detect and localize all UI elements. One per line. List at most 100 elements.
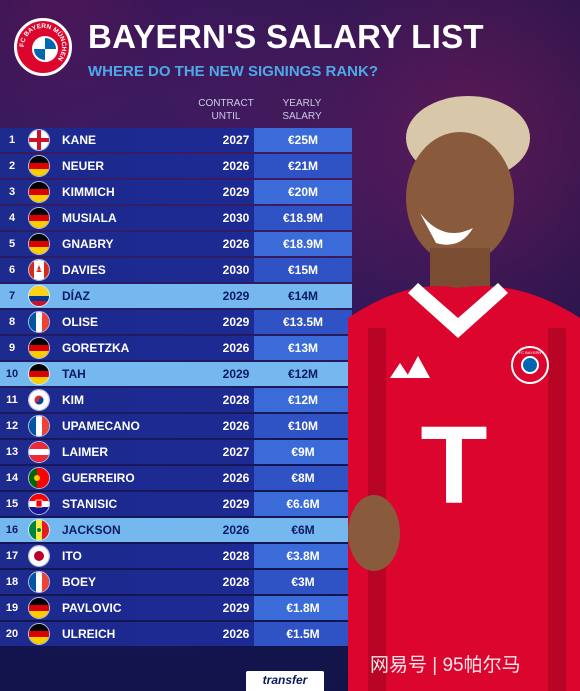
rank-number: 5: [8, 238, 16, 250]
croatia-flag-icon: [28, 493, 50, 515]
table-row: 5 GNABRY 2026 €18.9M: [0, 232, 352, 256]
player-name: BOEY: [62, 575, 97, 589]
contract-year: 2026: [222, 159, 250, 173]
contract-year: 2026: [222, 341, 250, 355]
contract-year: 2028: [222, 575, 250, 589]
salary-table: 1 KANE 2027 €25M 2 NEUER 2026 €21M 3 KIMMICH 2029 €…: [0, 128, 352, 648]
table-row: 3 KIMMICH 2029 €20M: [0, 180, 352, 204]
germany-flag-icon: [28, 155, 50, 177]
portugal-flag-icon: [28, 467, 50, 489]
table-row: 8 OLISE 2029 €13.5M: [0, 310, 352, 334]
player-name: UPAMECANO: [62, 419, 140, 433]
crest-text: FC BAYERN: [519, 350, 542, 355]
table-row: 6 DAVIES 2030 €15M: [0, 258, 352, 282]
rank-number: 1: [8, 134, 16, 146]
rank-number: 2: [8, 160, 16, 172]
contract-header-line1: CONTRACT: [198, 98, 254, 109]
page-title: BAYERN'S SALARY LIST: [88, 18, 484, 55]
yearly-salary: €18.9M: [254, 206, 352, 230]
player-name: KIM: [62, 393, 84, 407]
yearly-salary: €12M: [254, 362, 352, 386]
germany-flag-icon: [28, 337, 50, 359]
page-subtitle: WHERE DO THE NEW SIGNINGS RANK?: [88, 63, 379, 80]
rank-number: 12: [5, 420, 19, 432]
yearly-salary: €14M: [254, 284, 352, 308]
shirt-stripe: [548, 328, 566, 691]
player-name: NEUER: [62, 159, 105, 173]
transfermarkt-logo: transfer: [246, 671, 324, 691]
rank-number: 3: [8, 186, 16, 198]
germany-flag-icon: [28, 623, 50, 645]
player-name: GNABRY: [62, 237, 114, 251]
table-row: 18 BOEY 2028 €3M: [0, 570, 352, 594]
salary-column-header: YEARLY SALARY: [272, 97, 332, 123]
yearly-salary: €13M: [254, 336, 352, 360]
rank-number: 9: [8, 342, 16, 354]
yearly-salary: €13.5M: [254, 310, 352, 334]
player-shirt: [348, 286, 580, 691]
france-flag-icon: [28, 311, 50, 333]
yearly-salary: €8M: [254, 466, 352, 490]
contract-year: 2030: [222, 263, 250, 277]
table-row: 19 PAVLOVIC 2029 €1.8M: [0, 596, 352, 620]
rank-number: 20: [5, 628, 19, 640]
germany-flag-icon: [28, 207, 50, 229]
salary-header-line2: SALARY: [282, 111, 322, 122]
player-name: JACKSON: [62, 523, 121, 537]
yearly-salary: €10M: [254, 414, 352, 438]
table-row: 15 STANISIC 2029 €6.6M: [0, 492, 352, 516]
yearly-salary: €3.8M: [254, 544, 352, 568]
table-row: 2 NEUER 2026 €21M: [0, 154, 352, 178]
player-name: KANE: [62, 133, 97, 147]
fc-bayern-logo: FC BAYERN MÜNCHEN: [14, 18, 72, 76]
player-name: STANISIC: [62, 497, 118, 511]
contract-year: 2029: [222, 185, 250, 199]
england-flag-icon: [28, 129, 50, 151]
contract-year: 2028: [222, 393, 250, 407]
table-row: 14 GUERREIRO 2026 €8M: [0, 466, 352, 490]
table-row: 1 KANE 2027 €25M: [0, 128, 352, 152]
rank-number: 10: [5, 368, 19, 380]
table-row: 10 TAH 2029 €12M: [0, 362, 352, 386]
yearly-salary: €6M: [254, 518, 352, 542]
rank-number: 14: [5, 472, 19, 484]
rank-number: 15: [5, 498, 19, 510]
rank-number: 6: [8, 264, 16, 276]
rank-number: 11: [6, 394, 18, 406]
player-name: GUERREIRO: [62, 471, 135, 485]
contract-year: 2026: [222, 471, 250, 485]
table-row: 9 GORETZKA 2026 €13M: [0, 336, 352, 360]
player-illustration: FC BAYERN T: [348, 96, 580, 691]
france-flag-icon: [28, 415, 50, 437]
contract-year: 2026: [222, 627, 250, 641]
table-row: 11 KIM 2028 €12M: [0, 388, 352, 412]
contract-year: 2026: [222, 237, 250, 251]
sponsor-logo: T: [420, 404, 487, 527]
canada-flag-icon: [28, 259, 50, 281]
rank-number: 7: [8, 290, 16, 302]
germany-flag-icon: [28, 181, 50, 203]
player-name: KIMMICH: [62, 185, 115, 199]
yearly-salary: €1.8M: [254, 596, 352, 620]
rank-number: 19: [5, 602, 19, 614]
contract-header-line2: UNTIL: [211, 111, 241, 122]
crest-center: [521, 356, 539, 374]
yearly-salary: €1.5M: [254, 622, 352, 646]
contract-year: 2027: [222, 445, 250, 459]
senegal-flag-icon: [28, 519, 50, 541]
player-name: PAVLOVIC: [62, 601, 122, 615]
contract-year: 2029: [222, 367, 250, 381]
table-row: 12 UPAMECANO 2026 €10M: [0, 414, 352, 438]
player-hand: [348, 495, 400, 571]
player-name: ULREICH: [62, 627, 116, 641]
player-photo: FC BAYERN T: [348, 78, 580, 691]
contract-year: 2026: [222, 523, 250, 537]
player-name: TAH: [62, 367, 86, 381]
yearly-salary: €6.6M: [254, 492, 352, 516]
salary-header-line1: YEARLY: [282, 98, 322, 109]
japan-flag-icon: [28, 545, 50, 567]
germany-flag-icon: [28, 597, 50, 619]
contract-year: 2026: [222, 419, 250, 433]
player-name: ITO: [62, 549, 82, 563]
rank-number: 4: [8, 212, 16, 224]
